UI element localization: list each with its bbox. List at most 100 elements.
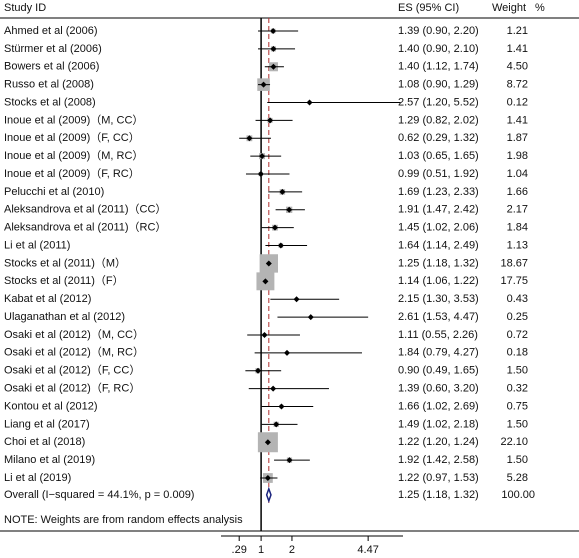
weight-label: 5.28 bbox=[507, 472, 528, 484]
x-tick-label: 4.47 bbox=[357, 544, 378, 556]
study-label: Inoue et al (2009)（F, CC） bbox=[4, 131, 140, 144]
weight-label: 0.75 bbox=[507, 400, 528, 412]
weight-label: 1.98 bbox=[507, 150, 528, 162]
point-estimate bbox=[307, 314, 314, 321]
study-label: Choi et al (2018) bbox=[4, 436, 85, 448]
point-estimate bbox=[264, 475, 271, 481]
study-label: Inoue et al (2009)（F, RC） bbox=[4, 167, 140, 180]
es-label: 1.66 (1.02, 2.69) bbox=[398, 400, 479, 412]
weight-label: 1.84 bbox=[507, 222, 528, 234]
es-label: 1.92 (1.42, 2.58) bbox=[398, 454, 479, 466]
point-estimate bbox=[293, 296, 300, 303]
study-label: Osaki et al (2012)（M, CC） bbox=[4, 328, 144, 341]
weight-label: 1.50 bbox=[507, 365, 528, 377]
point-estimate bbox=[270, 45, 277, 52]
es-label: 1.40 (1.12, 1.74) bbox=[398, 61, 479, 73]
overall-weight-label: 100.00 bbox=[501, 489, 535, 501]
study-label: Aleksandrova et al (2011)（CC） bbox=[4, 203, 166, 216]
header-study: Study ID bbox=[4, 2, 46, 14]
study-label: Aleksandrova et al (2011)（RC） bbox=[4, 221, 166, 234]
point-estimate bbox=[264, 439, 271, 446]
x-tick-label: .29 bbox=[232, 544, 247, 556]
study-label: Inoue et al (2009)（M, CC） bbox=[4, 113, 143, 126]
study-label: Stocks et al (2011)（F） bbox=[4, 274, 124, 287]
weight-label: 1.66 bbox=[507, 186, 528, 198]
weight-label: 0.25 bbox=[507, 311, 528, 323]
header-pct: % bbox=[535, 2, 545, 14]
es-label: 1.40 (0.90, 2.10) bbox=[398, 43, 479, 55]
weight-label: 1.04 bbox=[507, 168, 528, 180]
study-label: Ulaganathan et al (2012) bbox=[4, 311, 125, 323]
study-label: Stürmer et al (2006) bbox=[4, 43, 102, 55]
note: NOTE: Weights are from random effects an… bbox=[4, 514, 243, 526]
study-label: Osaki et al (2012)（M, RC） bbox=[4, 346, 144, 359]
study-label: Stocks et al (2011)（M） bbox=[4, 256, 126, 269]
es-label: 2.15 (1.30, 3.53) bbox=[398, 293, 479, 305]
point-estimate bbox=[265, 260, 272, 267]
study-label: Kabat et al (2012) bbox=[4, 293, 91, 305]
point-estimate bbox=[286, 457, 293, 464]
weight-label: 1.50 bbox=[507, 454, 528, 466]
es-label: 2.57 (1.20, 5.52) bbox=[398, 96, 479, 108]
es-label: 1.22 (0.97, 1.53) bbox=[398, 472, 479, 484]
point-estimate bbox=[273, 421, 280, 428]
point-estimate bbox=[278, 403, 285, 410]
es-label: 1.22 (1.20, 1.24) bbox=[398, 436, 479, 448]
point-estimate bbox=[270, 385, 277, 392]
es-label: 0.62 (0.29, 1.32) bbox=[398, 132, 479, 144]
es-label: 1.84 (0.79, 4.27) bbox=[398, 347, 479, 359]
es-label: 1.91 (1.47, 2.42) bbox=[398, 204, 479, 216]
study-label: Kontou et al (2012) bbox=[4, 400, 98, 412]
weight-label: 8.72 bbox=[507, 79, 528, 91]
study-label: Milano et al (2019) bbox=[4, 454, 95, 466]
study-label: Russo et al (2008) bbox=[4, 79, 94, 91]
es-label: 1.64 (1.14, 2.49) bbox=[398, 239, 479, 251]
weight-label: 0.32 bbox=[507, 383, 528, 395]
weight-label: 17.75 bbox=[500, 275, 528, 287]
weight-label: 4.50 bbox=[507, 61, 528, 73]
point-estimate bbox=[279, 188, 286, 195]
point-estimate bbox=[270, 63, 277, 70]
weight-label: 1.13 bbox=[507, 239, 528, 251]
study-label: Li et al (2019) bbox=[4, 472, 71, 484]
point-estimate bbox=[257, 171, 264, 178]
overall-es-label: 1.25 (1.18, 1.32) bbox=[398, 489, 479, 501]
weight-label: 0.72 bbox=[507, 329, 528, 341]
es-label: 1.08 (0.90, 1.29) bbox=[398, 79, 479, 91]
point-estimate bbox=[260, 81, 267, 88]
weight-label: 18.67 bbox=[500, 257, 528, 269]
es-label: 1.49 (1.02, 2.18) bbox=[398, 418, 479, 430]
es-label: 0.90 (0.49, 1.65) bbox=[398, 365, 479, 377]
es-label: 1.29 (0.82, 2.02) bbox=[398, 114, 479, 126]
weight-label: 1.21 bbox=[507, 25, 528, 37]
es-label: 1.69 (1.23, 2.33) bbox=[398, 186, 479, 198]
es-label: 2.61 (1.53, 4.47) bbox=[398, 311, 479, 323]
es-label: 1.39 (0.90, 2.20) bbox=[398, 25, 479, 37]
point-estimate bbox=[284, 349, 291, 356]
overall-diamond bbox=[265, 486, 272, 504]
weight-label: 2.17 bbox=[507, 204, 528, 216]
point-estimate bbox=[277, 242, 284, 249]
weight-label: 22.10 bbox=[500, 436, 528, 448]
point-estimate bbox=[270, 28, 277, 34]
point-estimate bbox=[286, 206, 293, 213]
point-estimate bbox=[261, 331, 268, 338]
study-label: Osaki et al (2012)（F, RC） bbox=[4, 382, 140, 395]
point-estimate bbox=[259, 153, 266, 160]
study-label: Inoue et al (2009)（M, RC） bbox=[4, 149, 143, 162]
weight-label: 1.87 bbox=[507, 132, 528, 144]
header-es: ES (95% CI) bbox=[398, 2, 459, 14]
study-label: Osaki et al (2012)（F, CC） bbox=[4, 364, 140, 377]
weight-label: 1.41 bbox=[507, 43, 528, 55]
es-label: 0.99 (0.51, 1.92) bbox=[398, 168, 479, 180]
weight-label: 0.43 bbox=[507, 293, 528, 305]
study-label: Pelucchi et al (2010) bbox=[4, 186, 104, 198]
es-label: 1.03 (0.65, 1.65) bbox=[398, 150, 479, 162]
weight-label: 0.18 bbox=[507, 347, 528, 359]
point-estimate bbox=[306, 99, 313, 106]
es-label: 1.25 (1.18, 1.32) bbox=[398, 257, 479, 269]
point-estimate bbox=[271, 224, 278, 231]
weight-label: 1.41 bbox=[507, 114, 528, 126]
point-estimate bbox=[246, 135, 253, 142]
es-label: 1.45 (1.02, 2.06) bbox=[398, 222, 479, 234]
